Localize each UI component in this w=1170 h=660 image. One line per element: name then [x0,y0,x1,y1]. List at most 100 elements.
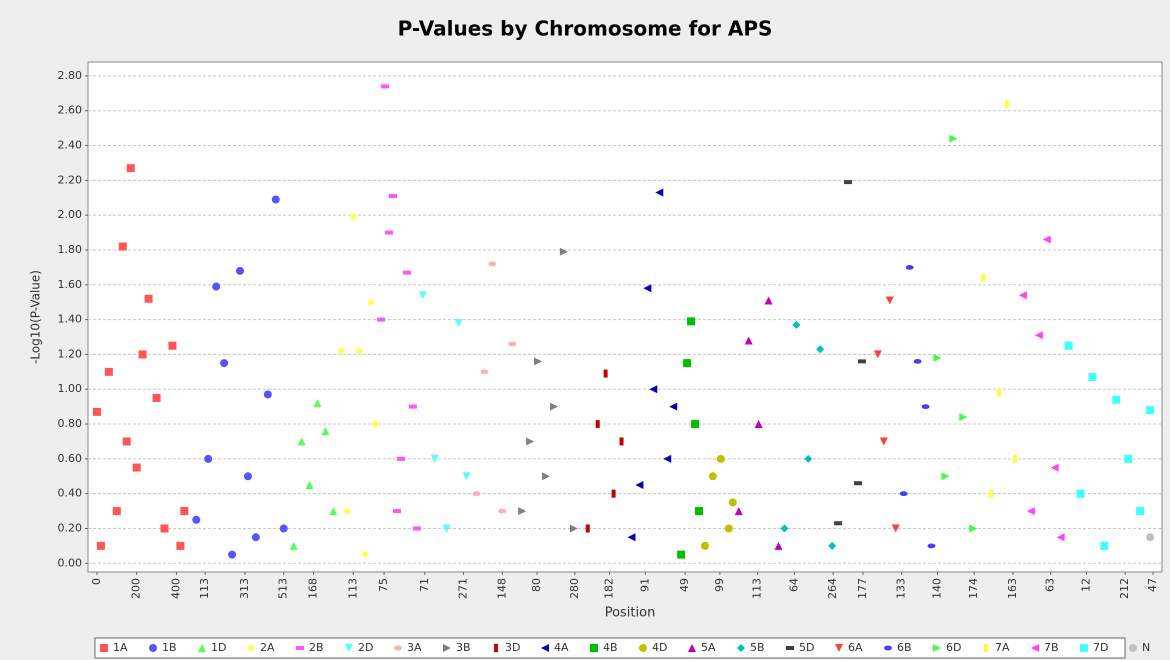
point [361,550,370,559]
point [611,489,616,498]
legend-label: 3D [505,641,520,654]
legend-swatch [1080,644,1088,652]
point [1112,395,1121,404]
point [700,541,709,550]
y-tick-label: 1.00 [58,382,83,395]
point [168,341,177,350]
point [891,524,900,533]
point [997,388,1002,397]
legend-swatch [541,644,549,652]
point [1026,507,1035,516]
legend-swatch [198,644,206,652]
x-tick-label: 113 [198,578,211,599]
point [844,180,853,185]
point [305,480,314,489]
point [343,507,352,516]
point [377,317,386,322]
point [1018,291,1027,300]
point [913,358,922,364]
legend-label: 1D [211,641,226,654]
point [329,507,338,516]
x-tick-label: 177 [856,578,869,599]
point [418,291,427,300]
y-tick-label: 2.60 [58,104,83,117]
legend-swatch [296,646,304,650]
point [112,507,121,516]
legend-label: 2B [309,641,324,654]
point [716,454,725,463]
point [122,437,131,446]
point [1042,235,1051,244]
point [204,454,213,463]
x-tick-label: 200 [130,578,143,599]
point [132,463,141,472]
plot-area [87,61,1163,573]
point [744,336,753,345]
x-tick-label: 64 [787,578,800,592]
x-tick-label: 12 [1079,578,1092,592]
point [236,266,245,275]
x-tick-label: 174 [967,578,980,599]
y-tick-label: 0.00 [58,556,83,569]
point [1136,507,1145,516]
point [289,541,298,550]
x-tick-label: 75 [377,578,390,592]
point [663,454,672,463]
legend-label: 5B [750,641,765,654]
point [879,437,888,446]
legend-swatch [933,644,941,652]
point [649,385,658,394]
point [981,273,986,282]
point [792,320,801,329]
point [754,420,763,429]
point [687,317,696,326]
point [518,507,527,516]
point [559,247,568,256]
x-tick-label: 513 [277,578,290,599]
legend-swatch [494,644,498,652]
y-tick-label: 2.20 [58,173,83,186]
legend-label: 6A [848,641,863,654]
x-tick-label: 271 [457,578,470,599]
legend-swatch [443,644,451,652]
point [92,407,101,416]
point [251,533,260,542]
point [774,541,783,550]
y-tick-label: 0.40 [58,487,83,500]
point [138,350,147,359]
legend-swatch [247,644,255,652]
point [389,194,398,199]
point [569,524,578,533]
legend-swatch [345,644,353,652]
legend-swatch [688,644,696,652]
legend-swatch [786,646,794,650]
point [734,507,743,516]
x-tick-label: 163 [1006,578,1019,599]
chart-title: P-Values by Chromosome for APS [398,17,773,41]
y-tick-label: 1.60 [58,278,83,291]
legend-label: 4D [652,641,667,654]
point [695,507,704,516]
point [683,359,692,368]
point [857,359,866,364]
x-tick-label: 113 [751,578,764,599]
legend-label: N [1142,641,1150,654]
x-tick-label: 49 [678,578,691,592]
point [585,524,590,533]
y-tick-label: 2.00 [58,208,83,221]
legend-swatch [984,644,988,652]
legend-label: 5A [701,641,716,654]
legend [94,637,1126,659]
point [462,472,471,481]
point [635,480,644,489]
y-tick-label: 0.60 [58,452,83,465]
legend-label: 1A [113,641,128,654]
point [271,195,280,204]
point [933,353,942,362]
point [192,515,201,524]
point [472,491,481,497]
legend-label: 4B [603,641,618,654]
point [212,282,221,291]
point [1146,533,1155,542]
legend-swatch [1031,644,1039,652]
